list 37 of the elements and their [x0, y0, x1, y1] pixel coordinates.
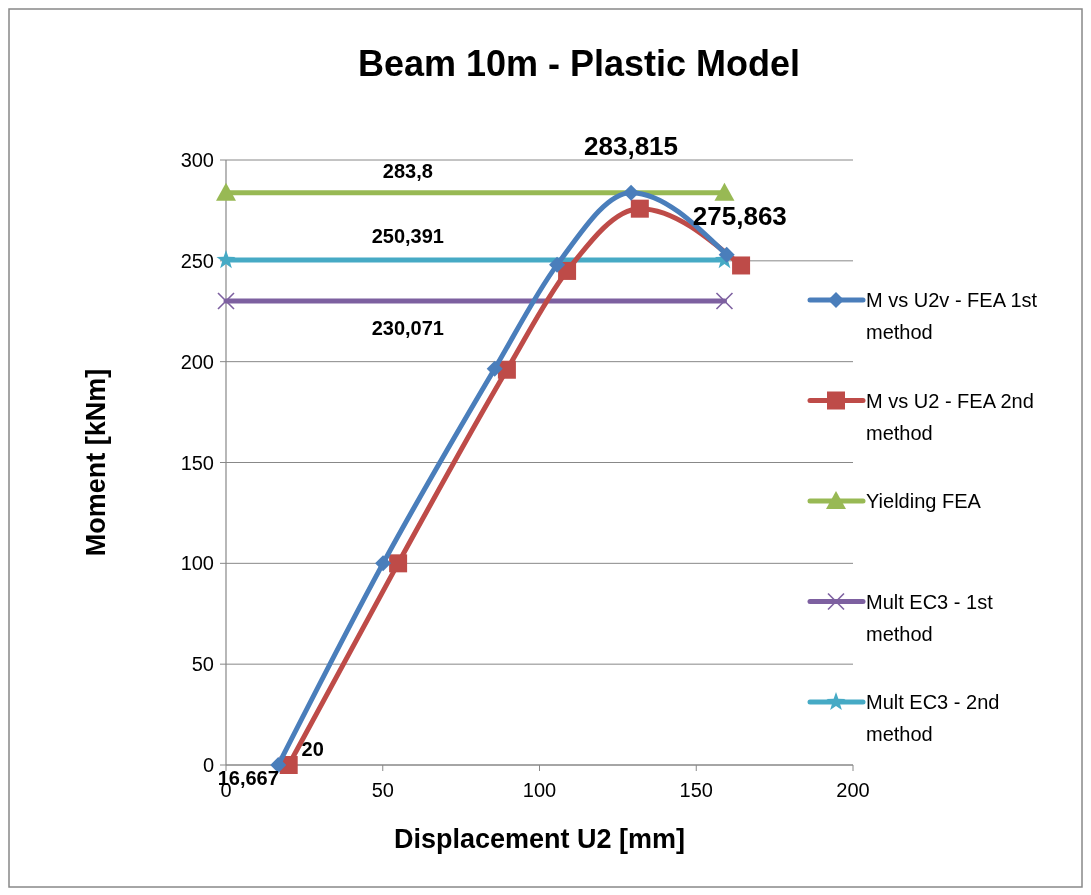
legend-label: Mult EC3 - 1st method [866, 590, 994, 645]
y-tick-label: 200 [180, 350, 214, 373]
point [270, 757, 287, 773]
annotation: 283,8 [382, 159, 433, 182]
x-axis-title: Displacement U2 [mm] [393, 824, 686, 854]
point [732, 256, 751, 275]
annotation: 20 [301, 738, 324, 760]
point [718, 246, 735, 263]
annotation: 283,815 [584, 130, 679, 161]
x-tick-label: 150 [679, 779, 713, 801]
legend-label: M vs U2v - FEA 1st method [866, 289, 1038, 343]
point [216, 250, 236, 269]
legend-label: Mult EC3 - 2nd method [866, 691, 1000, 745]
y-tick-label: 150 [180, 451, 214, 474]
x-tick-label: 100 [522, 779, 557, 801]
point [486, 360, 503, 377]
annotation: 250,391 [371, 225, 444, 248]
x-tick-label: 200 [836, 779, 870, 801]
point [217, 292, 235, 310]
y-tick-label: 250 [180, 249, 214, 272]
chart-title: Beam 10m - Plastic Model [357, 43, 801, 84]
point [549, 256, 566, 273]
point [497, 360, 516, 379]
y-tick-label: 300 [180, 149, 214, 171]
legend-label: M vs U2 - FEA 2nd method [866, 389, 1034, 444]
legend-label: Yielding FEA [866, 490, 982, 512]
point [375, 555, 392, 572]
point [715, 292, 734, 310]
annotation: 275,863 [692, 200, 787, 231]
point [630, 199, 649, 218]
point [389, 554, 408, 573]
y-tick-label: 100 [180, 552, 214, 575]
y-tick-label: 0 [202, 754, 214, 776]
y-axis-title: Moment [kNm] [81, 368, 111, 557]
y-tick-label: 50 [191, 653, 214, 676]
annotation: 230,071 [371, 317, 444, 340]
x-tick-label: 50 [371, 779, 394, 801]
